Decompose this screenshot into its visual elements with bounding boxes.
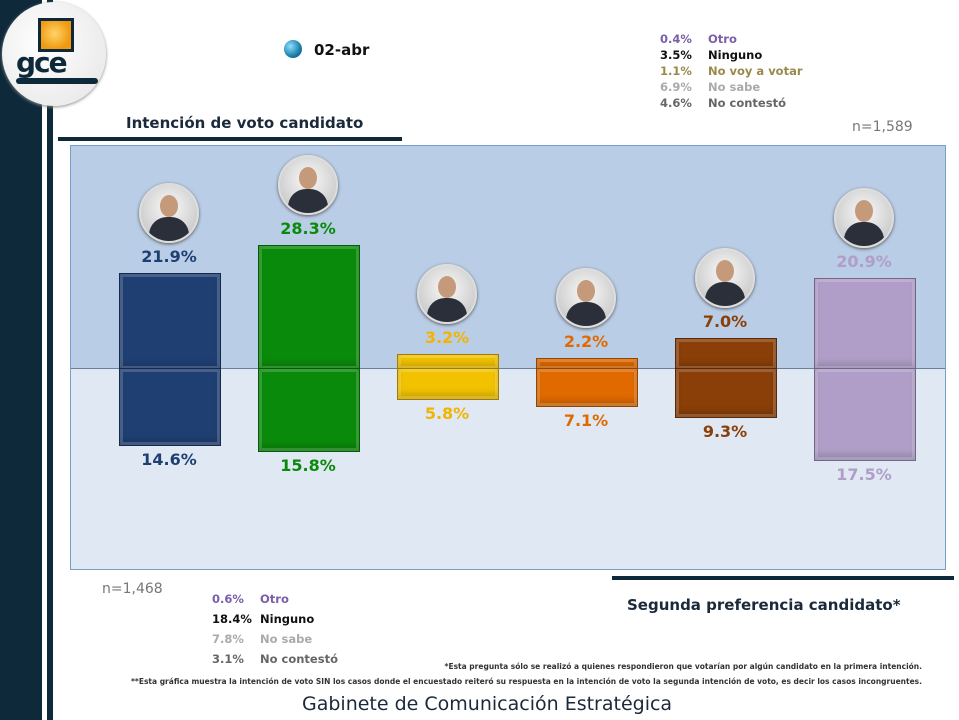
suit-shape — [288, 189, 328, 214]
bottom-sample-size: n=1,468 — [102, 581, 163, 597]
legend-label: Ninguno — [260, 612, 315, 626]
bottom-chart-title: Segunda preferencia candidato* — [627, 596, 901, 614]
legend-pct: 3.5% — [660, 48, 692, 62]
legend-pct: 1.1% — [660, 64, 692, 78]
sphere-icon — [284, 40, 302, 58]
date-label: 02-abr — [314, 41, 370, 59]
legend-item: 0.4% Otro — [660, 32, 803, 48]
data-label-second: 17.5% — [836, 465, 892, 484]
bar-second-preference — [814, 368, 916, 461]
candidate-photo — [556, 268, 616, 329]
footnote-2: **Esta gráfica muestra la intención de v… — [131, 677, 922, 686]
bar-second-preference — [119, 368, 221, 446]
logo-text: gce — [16, 46, 68, 79]
candidate-photo — [834, 187, 894, 248]
legend-item: 1.1% No voy a votar — [660, 64, 803, 80]
top-legend: 0.4% Otro 3.5% Ninguno 1.1% No voy a votar 6.9… — [660, 32, 803, 112]
bar-first-preference — [119, 273, 221, 370]
sidebar-band — [0, 0, 42, 720]
sidebar-stripe — [47, 0, 53, 720]
logo-emblem — [38, 18, 74, 52]
legend-pct: 6.9% — [660, 80, 692, 94]
date-legend: 02-abr — [284, 40, 369, 59]
data-label-second: 15.8% — [280, 456, 336, 476]
head-shape — [855, 199, 873, 222]
data-label-second: 14.6% — [141, 449, 197, 469]
suit-shape — [705, 281, 745, 306]
bar-first-preference — [814, 277, 916, 370]
candidate-photo — [139, 183, 199, 244]
legend-item: 7.8% No sabe — [212, 632, 338, 652]
data-label-first: 20.9% — [836, 251, 892, 271]
candidate-photo — [695, 247, 755, 308]
top-chart-title: Intención de voto candidato — [126, 114, 364, 132]
footnote-1: *Esta pregunta sólo se realizó a quienes… — [444, 662, 922, 671]
head-shape — [438, 276, 456, 299]
legend-pct: 7.8% — [212, 632, 244, 646]
baseline — [71, 368, 945, 369]
data-label-first: 2.2% — [563, 332, 609, 352]
data-label-first: 3.2% — [424, 328, 470, 348]
legend-pct: 4.6% — [660, 96, 692, 110]
legend-label: Otro — [708, 32, 737, 46]
data-label-first: 28.3% — [280, 219, 336, 239]
bar-second-preference — [397, 368, 499, 401]
candidate-photo — [417, 264, 477, 325]
legend-item: 3.5% Ninguno — [660, 48, 803, 64]
suit-shape — [566, 302, 606, 327]
legend-label: No voy a votar — [708, 64, 803, 78]
legend-item: 0.6% Otro — [212, 592, 338, 612]
head-shape — [160, 195, 178, 218]
legend-label: No contestó — [260, 652, 338, 666]
bottom-legend: 0.6% Otro 18.4% Ninguno 7.8% No sabe 3.1% No co… — [212, 592, 338, 672]
data-label-first: 7.0% — [702, 311, 748, 331]
data-label-second: 9.3% — [702, 422, 748, 442]
legend-label: No contestó — [708, 96, 786, 110]
logo-subtitle-bar — [16, 78, 98, 84]
top-sample-size: n=1,589 — [852, 119, 913, 135]
data-label-second: 7.1% — [563, 410, 609, 430]
legend-label: Ninguno — [708, 48, 763, 62]
legend-pct: 0.4% — [660, 32, 692, 46]
candidate-photo — [278, 155, 338, 216]
legend-pct: 3.1% — [212, 652, 244, 666]
suit-shape — [149, 217, 189, 242]
bar-second-preference — [258, 368, 360, 453]
gce-logo: gce — [2, 2, 106, 106]
legend-label: No sabe — [708, 80, 761, 94]
legend-label: Otro — [260, 592, 289, 606]
legend-item: 6.9% No sabe — [660, 80, 803, 96]
suit-shape — [427, 298, 467, 323]
bar-second-preference — [675, 368, 777, 419]
legend-item: 4.6% No contestó — [660, 96, 803, 112]
bar-second-preference — [536, 368, 638, 407]
title-rule — [58, 137, 402, 141]
title-rule-bottom — [612, 576, 954, 580]
bar-first-preference — [675, 337, 777, 370]
head-shape — [716, 259, 734, 282]
legend-pct: 0.6% — [212, 592, 244, 606]
legend-pct: 18.4% — [212, 612, 252, 626]
data-label-first: 21.9% — [141, 247, 197, 267]
legend-label: No sabe — [260, 632, 313, 646]
legend-item: 3.1% No contestó — [212, 652, 338, 672]
suit-shape — [844, 221, 884, 246]
bar-first-preference — [258, 245, 360, 370]
head-shape — [299, 167, 317, 190]
footer-brand: Gabinete de Comunicación Estratégica — [302, 693, 673, 715]
chart-plot-area: 21.9% 14.6% 28.3% 15.8% 3.2% 5.8% 2.2% 7.1% 7.0%… — [70, 145, 946, 570]
head-shape — [577, 280, 595, 303]
data-label-second: 5.8% — [424, 404, 470, 424]
legend-item: 18.4% Ninguno — [212, 612, 338, 632]
